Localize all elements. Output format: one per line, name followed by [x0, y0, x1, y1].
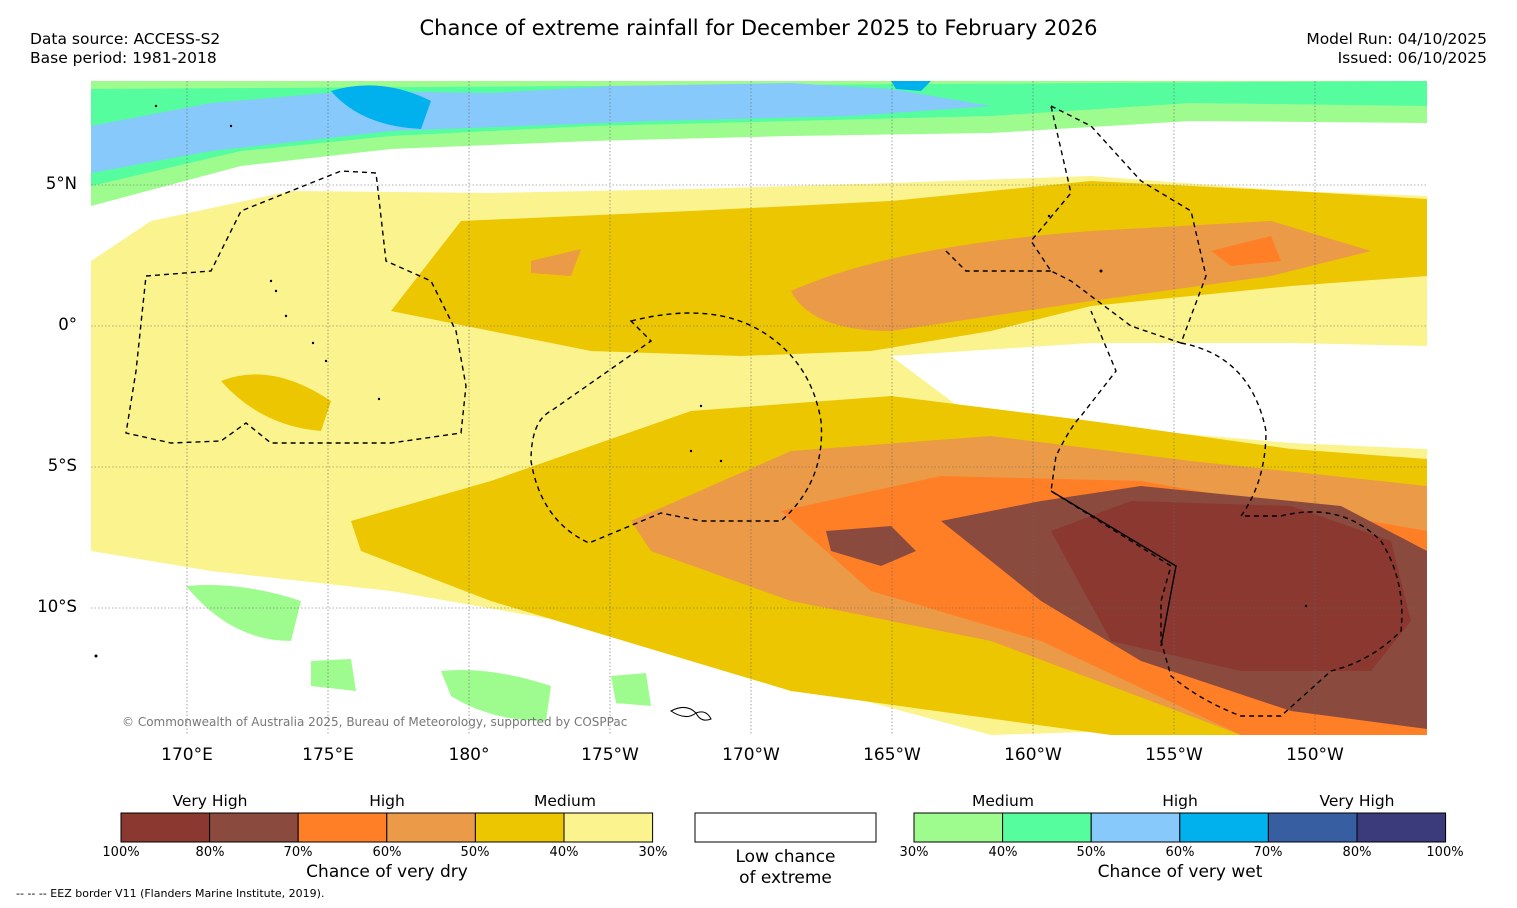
wet-tick-80: 80%: [1342, 845, 1372, 860]
low-chance-swatch: [694, 812, 877, 843]
eez-kiribati-line-north: [945, 104, 1207, 344]
lon-label-165w: 165°W: [863, 745, 921, 765]
lat-label-5s: 5°S: [47, 456, 77, 475]
dry-tick-40: 40%: [549, 845, 579, 860]
dry-tick-70: 70%: [283, 845, 313, 860]
graticule: [91, 81, 1427, 735]
lon-label-160w: 160°W: [1004, 745, 1062, 765]
eez-kiribati-gilbert: [125, 170, 467, 444]
dry-60-north: [1211, 236, 1281, 266]
metadata-right: Model Run: 04/10/2025 Issued: 06/10/2025: [1306, 30, 1487, 68]
eez-kiribati-line-south: [1050, 310, 1403, 717]
dry-tick-100: 100%: [102, 845, 140, 860]
dry-90-south: [1051, 501, 1411, 671]
wet-tick-30: 30%: [899, 845, 929, 860]
lat-label-5n: 5°N: [45, 174, 77, 193]
wet-swatch-2: [1090, 812, 1181, 843]
wet-patch-southwest: [186, 585, 301, 641]
eez-borders: [125, 104, 1403, 717]
model-run: Model Run: 04/10/2025: [1306, 30, 1487, 48]
wet-tick-60: 60%: [1165, 845, 1195, 860]
eez-kiribati-phoenix: [530, 312, 823, 544]
wet-group-very-high: Very High: [1319, 792, 1395, 810]
wet-swatch-3: [1179, 812, 1269, 843]
wet-swatch-0: [913, 812, 1004, 843]
lon-label-155w: 155°W: [1145, 745, 1203, 765]
island-markers: [94, 104, 1308, 658]
data-source: Data source: ACCESS-S2: [30, 30, 221, 48]
dry-swatch-4: [474, 812, 565, 843]
wet-swatch-4: [1267, 812, 1358, 843]
lon-label-175w: 175°W: [581, 745, 639, 765]
wet-spot-north: [891, 81, 931, 91]
lon-label-150w: 150°W: [1286, 745, 1344, 765]
dry-swatch-2: [297, 812, 388, 843]
dry-group-very-high: Very High: [172, 792, 248, 810]
dry-40-west-blob: [221, 374, 331, 431]
dry-group-high: High: [369, 792, 405, 810]
lon-label-170w: 170°W: [722, 745, 780, 765]
eez-solid-border: [1050, 490, 1177, 647]
dry-group-medium: Medium: [534, 792, 596, 810]
dry-swatch-3: [386, 812, 476, 843]
lat-label-equator: 0°: [58, 315, 77, 334]
rainfall-map[interactable]: [91, 81, 1427, 735]
wet-swatch-5: [1356, 812, 1447, 843]
wet-tick-100: 100%: [1426, 845, 1464, 860]
wet-band-north-50: [91, 83, 991, 173]
lon-label-180: 180°: [448, 745, 490, 765]
lat-label-10s: 10°S: [37, 597, 77, 616]
wet-patch-south-1: [311, 659, 356, 691]
lon-label-175e: 175°E: [302, 745, 354, 765]
wet-colour-bar: [913, 812, 1447, 843]
low-chance-south-west: [91, 551, 991, 735]
metadata-left: Data source: ACCESS-S2 Base period: 1981…: [30, 30, 220, 68]
map-title: Chance of extreme rainfall for December …: [419, 16, 1098, 40]
low-chance-line1: Low chance: [735, 847, 836, 867]
dry-tick-60: 60%: [372, 845, 402, 860]
wet-band-north-60: [331, 85, 431, 129]
dry-50-west: [531, 249, 581, 276]
low-chance-line2: of extreme: [739, 868, 832, 888]
wet-legend-title: Chance of very wet: [1097, 862, 1263, 882]
wet-tick-40: 40%: [988, 845, 1018, 860]
dry-colour-bar: [120, 812, 654, 843]
lon-label-170e: 170°E: [161, 745, 213, 765]
dry-80-west-blob: [826, 526, 916, 566]
dry-tick-30: 30%: [638, 845, 668, 860]
dry-tick-80: 80%: [195, 845, 225, 860]
dry-tick-50: 50%: [460, 845, 490, 860]
samoa-islands: [670, 707, 712, 721]
dry-legend-title: Chance of very dry: [306, 862, 468, 882]
dry-swatch-0: [120, 812, 211, 843]
wet-group-medium: Medium: [972, 792, 1034, 810]
copyright-notice: © Commonwealth of Australia 2025, Bureau…: [122, 715, 628, 729]
dry-swatch-5: [563, 812, 654, 843]
wet-tick-50: 50%: [1076, 845, 1106, 860]
wet-patch-south-2: [441, 670, 551, 721]
wet-swatch-1: [1002, 812, 1092, 843]
issued-date: Issued: 06/10/2025: [1337, 49, 1487, 67]
low-chance-east-equator: [891, 343, 1427, 449]
wet-tick-70: 70%: [1253, 845, 1283, 860]
wet-patch-south-3: [611, 673, 651, 706]
wet-group-high: High: [1162, 792, 1198, 810]
base-period: Base period: 1981-2018: [30, 49, 217, 67]
low-chance-label: Low chance of extreme: [695, 847, 876, 889]
dry-swatch-1: [209, 812, 299, 843]
map-canvas: [91, 81, 1427, 735]
eez-footnote: -- -- -- EEZ border V11 (Flanders Marine…: [16, 887, 325, 900]
